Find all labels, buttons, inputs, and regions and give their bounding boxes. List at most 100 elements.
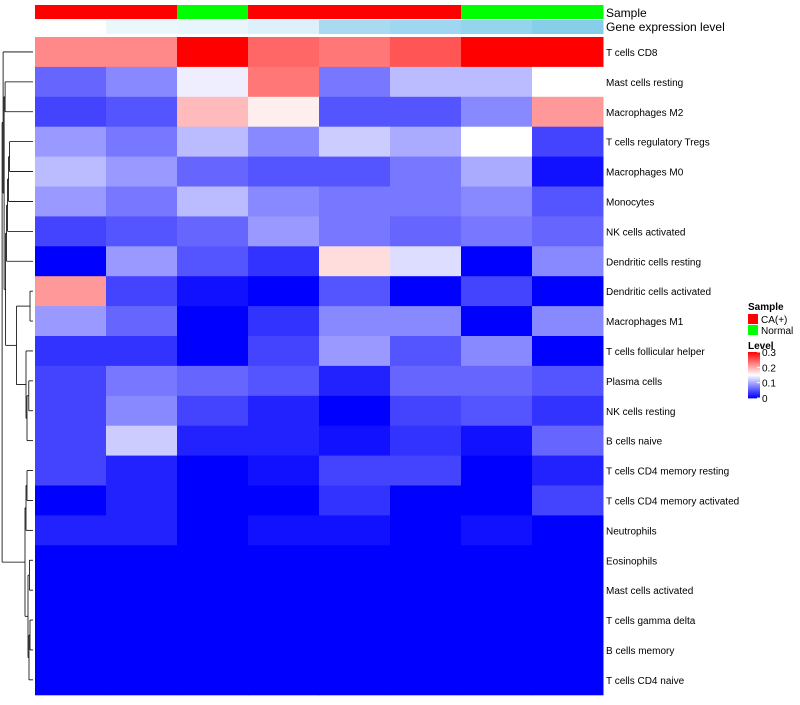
heatmap-cell xyxy=(461,635,533,666)
heatmap-cell xyxy=(248,485,320,516)
level-legend-tick-label: 0 xyxy=(762,394,768,405)
heatmap-cell xyxy=(177,216,249,247)
heatmap-cell xyxy=(532,635,604,666)
heatmap-cell xyxy=(248,425,320,457)
heatmap-cell xyxy=(461,186,533,217)
heatmap-cell xyxy=(35,395,107,427)
heatmap-cell xyxy=(532,395,604,427)
heatmap-cell xyxy=(248,96,320,128)
level-legend-tick-label: 0.2 xyxy=(762,363,776,374)
heatmap-cell xyxy=(248,186,320,217)
heatmap-cell xyxy=(390,96,462,128)
level-legend-gradient-slice xyxy=(748,357,760,359)
level-legend-gradient-slice xyxy=(748,354,760,356)
row-label: Eosinophils xyxy=(606,556,657,567)
heatmap-cell xyxy=(461,246,533,277)
expression-annotation-cell xyxy=(319,20,391,34)
heatmap-cell xyxy=(177,66,249,98)
heatmap-cell xyxy=(319,575,391,606)
heatmap-cell xyxy=(106,246,178,277)
heatmap-cell xyxy=(461,126,533,158)
heatmap-cell xyxy=(248,156,320,187)
expression-annotation-cell xyxy=(390,20,462,34)
heatmap-cell xyxy=(106,66,178,98)
level-legend-gradient-slice xyxy=(748,360,760,362)
heatmap-cell xyxy=(177,664,249,696)
heatmap-cell xyxy=(461,37,533,68)
level-legend-gradient-slice xyxy=(748,376,760,378)
level-legend-gradient-slice xyxy=(748,392,760,394)
heatmap-cell xyxy=(532,126,604,158)
sample-annotation-cell xyxy=(319,5,391,19)
sample-annotation-cell xyxy=(532,5,604,19)
sample-legend-label: Normal xyxy=(761,326,793,337)
heatmap-cell xyxy=(319,246,391,277)
heatmap-cell xyxy=(35,96,107,128)
level-legend-gradient-slice xyxy=(748,391,760,393)
heatmap-cell xyxy=(319,96,391,128)
heatmap-cell xyxy=(319,365,391,397)
heatmap-cell xyxy=(461,515,533,546)
expression-annotation-cell xyxy=(461,20,533,34)
heatmap-cell xyxy=(106,96,178,128)
row-label: T cells CD4 naive xyxy=(606,676,685,687)
heatmap-cell xyxy=(319,186,391,217)
heatmap-cell xyxy=(248,635,320,666)
heatmap-cell xyxy=(532,216,604,247)
heatmap-cell xyxy=(319,664,391,696)
heatmap-cell xyxy=(461,66,533,98)
level-legend-gradient-slice xyxy=(748,367,760,369)
level-legend-gradient-slice xyxy=(748,373,760,375)
row-label: T cells follicular helper xyxy=(606,347,705,358)
heatmap-cell xyxy=(390,276,462,307)
level-legend-gradient-slice xyxy=(748,395,760,397)
heatmap-cell xyxy=(248,246,320,277)
level-legend-gradient-slice xyxy=(748,364,760,366)
heatmap-cell xyxy=(106,365,178,397)
annotation-tracks xyxy=(35,5,604,34)
heatmap-cell xyxy=(461,605,533,636)
level-legend-gradient-slice xyxy=(748,371,760,373)
heatmap-cell xyxy=(319,485,391,516)
level-legend-gradient-slice xyxy=(748,380,760,382)
heatmap-cell xyxy=(177,306,249,337)
heatmap-cell xyxy=(177,575,249,606)
heatmap-cell xyxy=(461,455,533,486)
row-label: B cells naive xyxy=(606,437,663,448)
level-legend-gradient-slice xyxy=(748,386,760,388)
heatmap-cell xyxy=(319,635,391,666)
sample-legend-swatch xyxy=(748,325,758,335)
sample-annotation-cell xyxy=(390,5,462,19)
heatmap-cell xyxy=(106,485,178,516)
heatmap-cell xyxy=(106,216,178,247)
heatmap-cell xyxy=(177,246,249,277)
heatmap-cell xyxy=(35,37,107,68)
heatmap-cell xyxy=(319,306,391,337)
heatmap-cell xyxy=(248,336,320,367)
heatmap-cell xyxy=(248,455,320,486)
level-legend-gradient-slice xyxy=(748,381,760,383)
row-label: T cells gamma delta xyxy=(606,616,696,627)
level-legend-gradient-slice xyxy=(748,366,760,368)
expression-annotation-cell xyxy=(532,20,604,34)
heatmap-cell xyxy=(461,545,533,576)
heatmap-cell xyxy=(532,336,604,367)
heatmap-cell xyxy=(106,156,178,187)
heatmap-cell xyxy=(319,66,391,98)
heatmap-cell xyxy=(35,635,107,666)
heatmap-cell xyxy=(319,395,391,427)
heatmap-cell xyxy=(532,246,604,277)
heatmap-cell xyxy=(461,664,533,696)
heatmap-cell xyxy=(106,545,178,576)
heatmap-cell xyxy=(35,485,107,516)
sample-annotation-cell xyxy=(248,5,320,19)
heatmap-cell xyxy=(390,336,462,367)
level-legend-title: Level xyxy=(748,341,774,352)
level-legend-gradient-slice xyxy=(748,361,760,363)
heatmap-cell xyxy=(177,635,249,666)
row-label: Dendritic cells resting xyxy=(606,257,701,268)
level-legend-gradient-slice xyxy=(748,363,760,365)
level-legend-gradient-slice xyxy=(748,384,760,386)
expression-annotation-cell xyxy=(177,20,249,34)
